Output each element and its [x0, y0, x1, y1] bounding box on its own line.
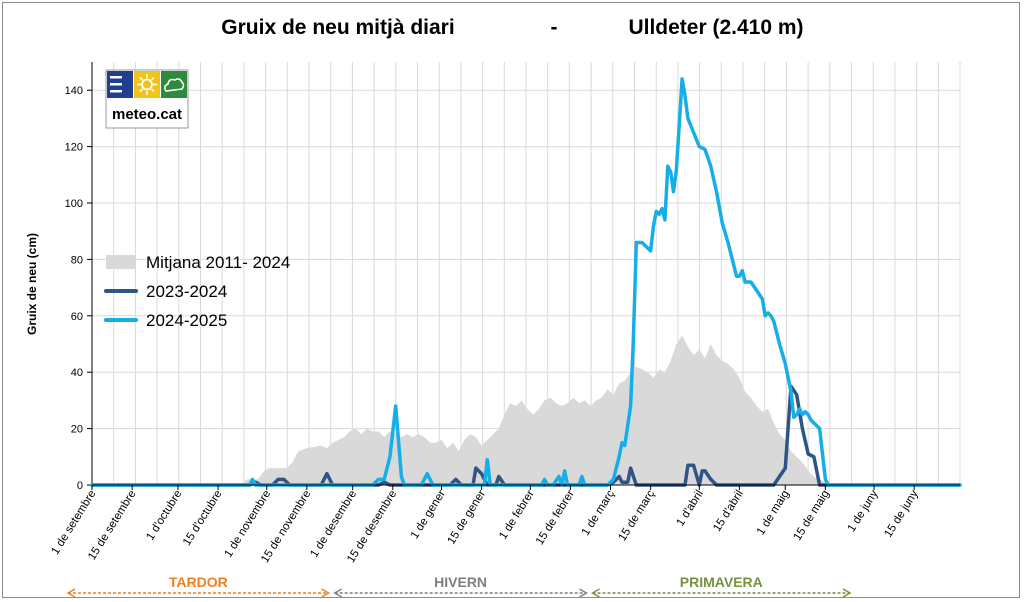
x-tick-label: 1 de maig	[755, 488, 792, 537]
meteocat-logo: meteo.cat	[105, 69, 189, 129]
season-label: TARDOR	[169, 574, 228, 590]
legend-label: Mitjana 2011- 2024	[146, 253, 290, 272]
y-axis-label: Gruix de neu (cm)	[25, 233, 39, 335]
x-tick-label: 1 de febrer	[497, 488, 537, 542]
logo-text: meteo.cat	[112, 106, 182, 123]
y-tick-label: 0	[77, 480, 83, 492]
y-tick-label: 60	[71, 311, 83, 323]
season-label: HIVERN	[434, 574, 487, 590]
chart-title: Gruix de neu mitjà diari - Ulldeter (2.4…	[221, 16, 803, 39]
y-tick-label: 20	[71, 424, 83, 436]
cloud-icon	[161, 71, 187, 98]
x-tick-label: 1 de juny	[846, 488, 881, 534]
x-tick-label: 1 de març	[580, 488, 617, 538]
x-tick-label: 15 d'abril	[711, 488, 746, 534]
legend: Mitjana 2011- 2024 2023-2024 2024-2025	[104, 253, 290, 330]
title-left: Gruix de neu mitjà diari	[221, 16, 454, 39]
season-hivern: HIVERN	[333, 574, 588, 598]
season-primavera: PRIMAVERA	[591, 574, 852, 598]
lines-icon	[107, 71, 133, 98]
season-ranges: TARDOR HIVERN PRIMAVERA	[66, 574, 852, 598]
y-tick-label: 100	[65, 198, 83, 210]
legend-swatch	[106, 255, 136, 269]
title-station: Ulldeter (2.410 m)	[628, 16, 803, 39]
x-tick-label: 1 de gener	[409, 488, 448, 541]
season-label: PRIMAVERA	[680, 574, 763, 590]
legend-label: 2023-2024	[146, 282, 227, 301]
x-tick-label: 15 de maig	[792, 488, 832, 543]
season-tardor: TARDOR	[66, 574, 331, 598]
grid-lines	[91, 62, 961, 486]
x-tick-label: 15 de març	[616, 488, 657, 543]
x-tick-label: 15 de juny	[882, 488, 920, 540]
y-tick-label: 80	[71, 254, 83, 266]
x-tick-label: 15 de gener	[445, 488, 488, 547]
y-tick-label: 40	[71, 367, 83, 379]
legend-label: 2024-2025	[146, 311, 227, 330]
y-axis: 0 20 40 60 80 100 120 140	[65, 62, 93, 492]
y-tick-label: 120	[65, 142, 83, 154]
series-line-2	[90, 77, 962, 487]
x-tick-label: 1 d'octubre	[144, 488, 184, 542]
y-tick-label: 140	[65, 85, 83, 97]
series-area-mitjana	[92, 335, 960, 485]
x-tick-label: 15 de febrer	[534, 488, 577, 547]
sun-icon	[134, 71, 160, 98]
title-separator: -	[551, 16, 558, 39]
x-tick-label: 1 d'abril	[675, 488, 706, 528]
x-tick-label: 15 d'octubre	[181, 488, 225, 548]
